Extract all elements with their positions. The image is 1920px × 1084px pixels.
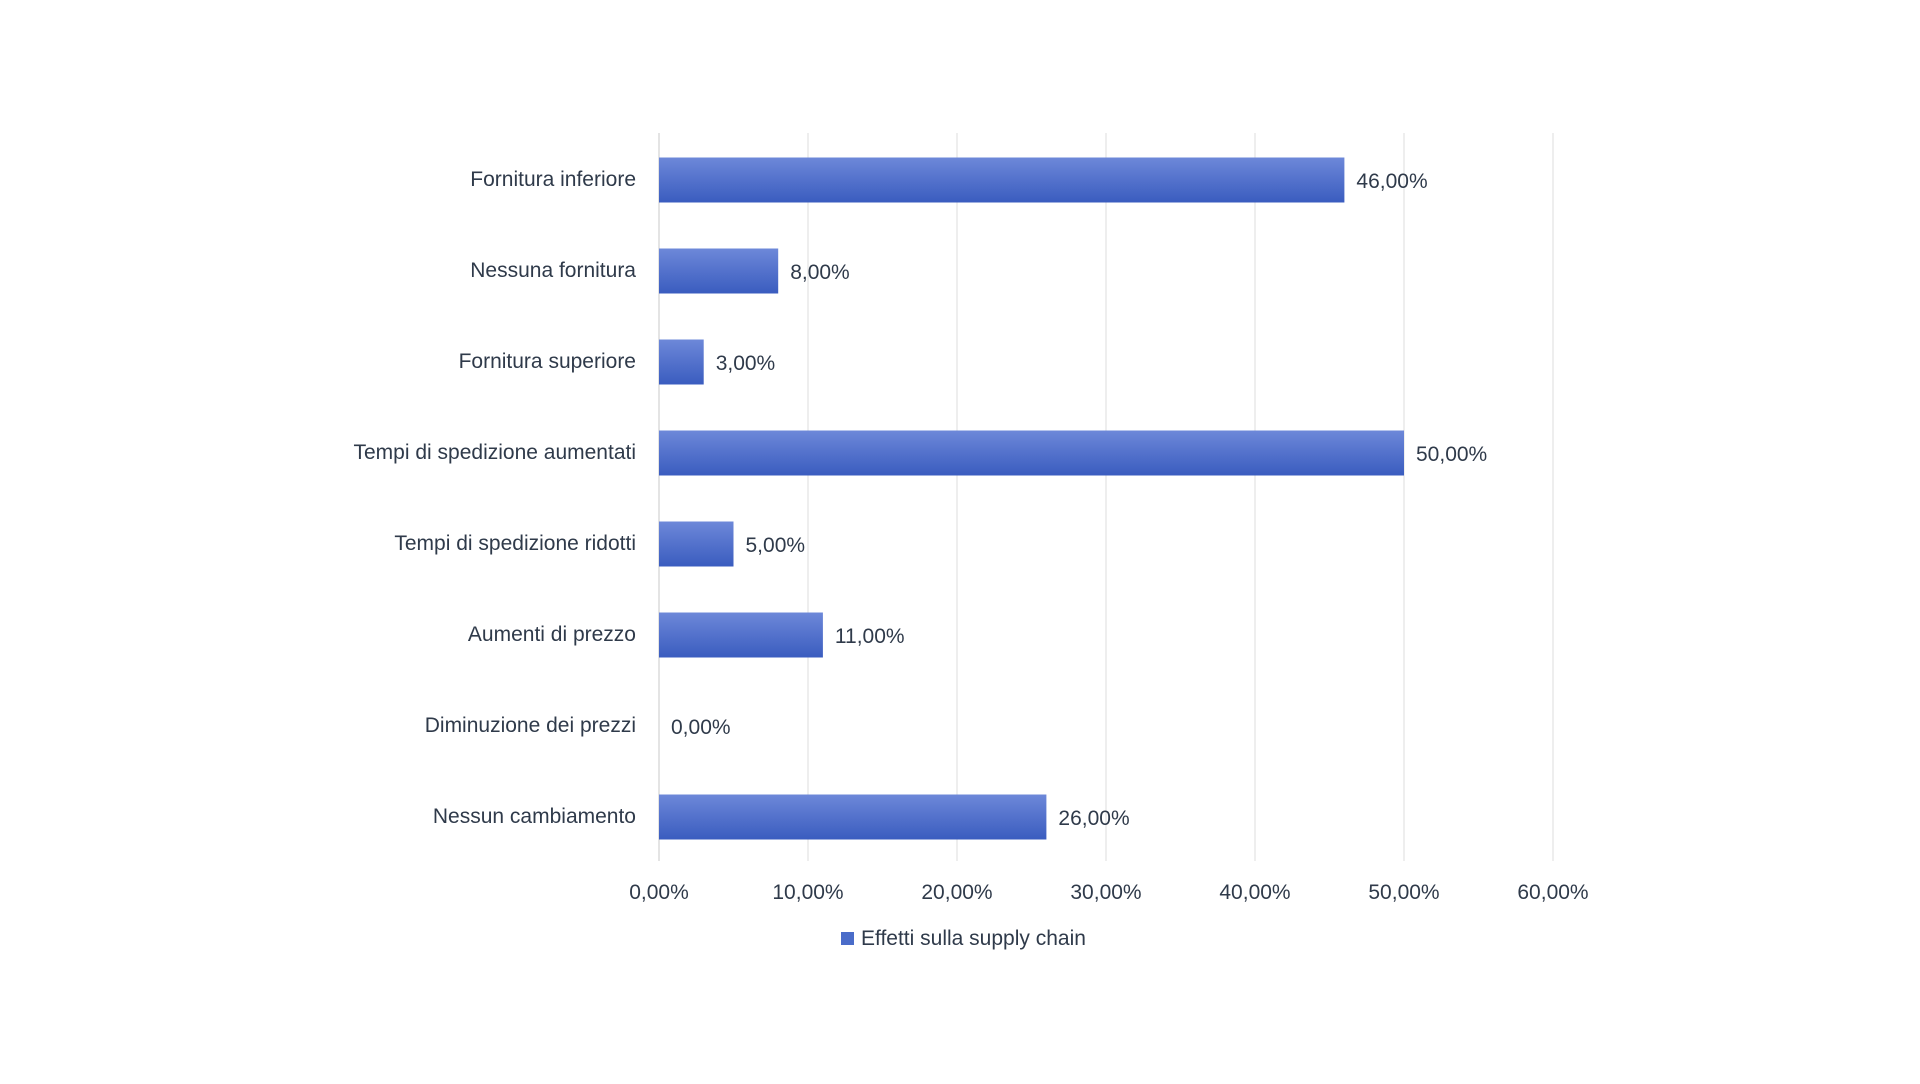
x-tick-label: 60,00% (1517, 881, 1588, 904)
data-label: 26,00% (1058, 807, 1129, 830)
x-tick-label: 50,00% (1368, 881, 1439, 904)
bar (659, 612, 823, 658)
data-label: 0,00% (671, 716, 731, 739)
category-label: Fornitura inferiore (470, 168, 636, 191)
data-label: 3,00% (716, 352, 776, 375)
gridlines (658, 133, 1554, 861)
category-label: Tempi di spedizione aumentati (354, 441, 637, 464)
x-tick-label: 0,00% (629, 881, 689, 904)
category-label: Nessuna fornitura (470, 259, 636, 282)
x-tick-label: 10,00% (772, 881, 843, 904)
legend: Effetti sulla supply chain (841, 927, 1086, 950)
category-labels: Fornitura inferiore Nessuna fornitura Forn… (354, 168, 637, 828)
data-labels: 46,00% 8,00% 3,00% 50,00% 5,00% 11,00% 0,00% 26… (671, 170, 1487, 830)
bar (659, 157, 1345, 203)
x-tick-label: 30,00% (1070, 881, 1141, 904)
data-label: 5,00% (746, 534, 806, 557)
bar (659, 248, 779, 294)
x-axis-tick-labels: 0,00% 10,00% 20,00% 30,00% 40,00% 50,00% 60,00… (629, 881, 1588, 904)
bar (659, 521, 734, 567)
legend-label: Effetti sulla supply chain (861, 927, 1086, 950)
category-label: Tempi di spedizione ridotti (394, 532, 636, 555)
bar (659, 430, 1404, 476)
data-label: 11,00% (835, 625, 905, 648)
x-tick-label: 20,00% (921, 881, 992, 904)
data-label: 50,00% (1416, 443, 1487, 466)
bars (659, 157, 1404, 840)
bar (659, 339, 704, 385)
category-label: Aumenti di prezzo (468, 623, 636, 646)
category-label: Nessun cambiamento (433, 805, 636, 828)
category-label: Diminuzione dei prezzi (425, 714, 636, 737)
bar (659, 794, 1047, 840)
category-label: Fornitura superiore (459, 350, 636, 373)
legend-swatch (841, 932, 854, 945)
x-tick-label: 40,00% (1219, 881, 1290, 904)
data-label: 8,00% (790, 261, 850, 284)
data-label: 46,00% (1356, 170, 1427, 193)
